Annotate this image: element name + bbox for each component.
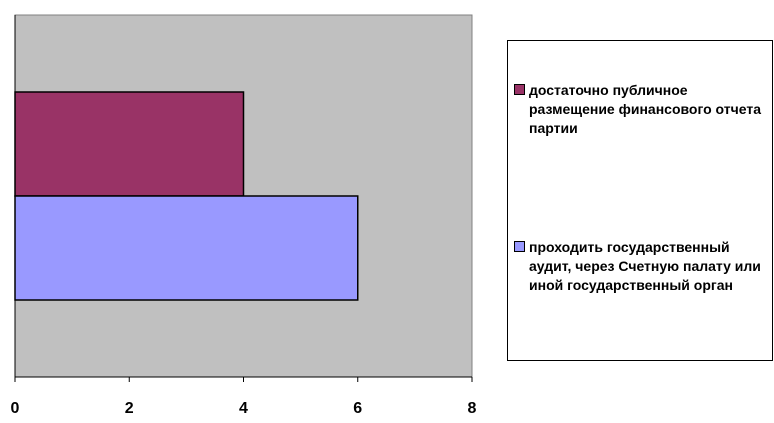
bars-group <box>14 91 359 301</box>
legend-label-state-audit: проходить государственный аудит, через С… <box>529 239 761 293</box>
legend: достаточно публичное размещение финансов… <box>507 40 773 361</box>
legend-label-public-report: достаточно публичное размещение финансов… <box>529 82 761 136</box>
bar-0 <box>14 91 245 197</box>
bar-1 <box>14 195 359 301</box>
legend-item-public-report: достаточно публичное размещение финансов… <box>514 81 772 138</box>
x-tick-label: 2 <box>125 400 134 417</box>
x-tick-label: 4 <box>239 400 248 417</box>
x-tick-label: 8 <box>468 400 477 417</box>
legend-swatch-public-report <box>514 84 525 95</box>
x-axis: 0 2 4 6 8 <box>11 15 477 417</box>
legend-item-state-audit: проходить государственный аудит, через С… <box>514 238 772 295</box>
x-tick-label: 0 <box>11 400 20 417</box>
x-tick-label: 6 <box>353 400 362 417</box>
bar-chart: 0 2 4 6 8 <box>11 14 477 417</box>
legend-swatch-state-audit <box>514 241 525 252</box>
